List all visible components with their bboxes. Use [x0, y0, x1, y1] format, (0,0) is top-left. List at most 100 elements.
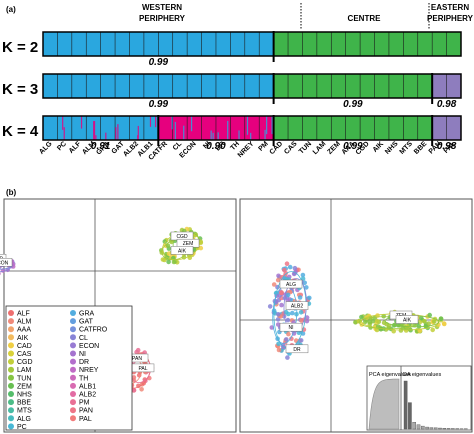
cluster-label-box — [170, 246, 194, 255]
membership-value: 0.99 — [343, 141, 363, 152]
admixture-streak — [137, 135, 139, 140]
structure-bars: 0.99 0.99 0.99 0.98 0.91 0.90 0.99 0.98 — [42, 31, 462, 152]
legend-swatch — [8, 350, 14, 357]
population-label: CAS — [283, 140, 299, 156]
population-label: PC — [56, 140, 68, 152]
legend-swatch — [8, 334, 14, 341]
admixture-streak — [250, 132, 252, 140]
structure-block — [273, 116, 433, 140]
legend-swatch — [8, 407, 14, 414]
da-eigenvalue-bars — [403, 380, 468, 430]
scatter-point — [284, 261, 290, 267]
scatter-point — [359, 314, 364, 320]
legend-entry: GRA — [79, 311, 95, 318]
scatter-point — [285, 355, 290, 360]
legend-swatch — [8, 310, 14, 316]
k-label-2: K = 2 — [2, 39, 38, 56]
legend-entry: NI — [79, 351, 86, 358]
legend-entry: ECON — [79, 343, 99, 350]
legend-entry: MTS — [17, 408, 32, 415]
legend-swatch — [70, 334, 76, 341]
population-label: ALB2 — [122, 140, 140, 158]
legend-swatch — [8, 326, 14, 333]
scatter-point — [300, 272, 306, 278]
cluster-label: ALG — [286, 282, 296, 288]
population-label: ALF — [68, 140, 83, 155]
admixture-streak — [93, 121, 96, 140]
scatter-point — [275, 317, 281, 322]
admixture-streak — [63, 127, 65, 140]
legend-entry: ALM — [17, 319, 32, 326]
scatter-point — [275, 277, 281, 283]
scatter-point — [276, 347, 282, 353]
scatter-point — [139, 387, 144, 392]
legend-swatch — [70, 399, 76, 406]
scatter-point — [370, 318, 376, 324]
k-label-3: K = 3 — [2, 81, 38, 98]
scatter-point — [297, 295, 303, 300]
population-label: NHS — [384, 140, 400, 156]
admixture-streak — [80, 116, 83, 129]
scatter-point — [136, 383, 141, 389]
admixture-streak — [115, 127, 117, 140]
cluster-label: ZEM — [183, 241, 194, 247]
legend-swatch — [8, 399, 14, 406]
admixture-streak — [105, 132, 107, 140]
legend-swatch — [8, 374, 14, 381]
admixture-streak — [137, 125, 139, 140]
da-eigenvalues-label: DA eigenvalues — [403, 372, 441, 378]
scatter-point — [0, 271, 1, 276]
admixture-streak — [183, 125, 185, 140]
structure-block — [273, 74, 433, 98]
scatter-point — [292, 265, 298, 271]
admixture-streak — [62, 116, 64, 130]
da-bar — [438, 427, 442, 430]
legend-entry: PAL — [79, 416, 92, 423]
region-centre-label: CENTRE — [348, 14, 382, 23]
cluster-label: AIK — [403, 318, 412, 324]
admixture-streak — [95, 135, 97, 140]
scatter-point — [131, 375, 137, 380]
scatter-point — [134, 349, 139, 355]
population-label: ALG — [38, 140, 54, 156]
cluster-label: PAN — [132, 356, 142, 362]
admixture-streak — [190, 116, 193, 132]
legend-entry: ALG — [17, 416, 31, 423]
legend-swatch — [8, 415, 14, 422]
legend-entry: LAM — [17, 367, 32, 374]
structure-row-frame — [42, 115, 462, 141]
scatter-point — [356, 319, 362, 324]
scatter-point — [286, 331, 291, 337]
region-eastern-line1: EASTERN — [431, 3, 469, 12]
cluster-label-box — [0, 258, 13, 267]
da-bar — [429, 427, 434, 430]
legend-swatch — [8, 382, 14, 389]
legend-entry: GAT — [79, 319, 94, 326]
membership-value: 0.99 — [149, 99, 169, 110]
scatter-point — [298, 338, 304, 343]
legend-swatch — [70, 391, 76, 397]
legend-swatch — [70, 382, 76, 389]
legend-swatch — [8, 391, 14, 397]
scatter-point — [275, 322, 281, 327]
legend-swatch — [70, 318, 76, 325]
da-bar — [403, 380, 408, 430]
scatter-point — [287, 264, 293, 270]
membership-value: 0.90 — [206, 141, 226, 152]
scatter-point — [438, 316, 444, 322]
legend-swatch — [70, 326, 76, 333]
pca-eigenvalues-label: PCA eigenvalues — [369, 372, 411, 378]
legend-entry: ALB2 — [79, 392, 96, 399]
admixture-streak — [117, 124, 119, 140]
cluster-label: PAL — [138, 366, 147, 372]
scatter-point — [430, 327, 436, 333]
scatter-point — [381, 313, 387, 319]
membership-value: 0.91 — [91, 141, 111, 152]
cluster-label: CGD — [176, 234, 188, 240]
legend-entry: CAD — [17, 343, 32, 350]
scatter-point — [131, 388, 137, 393]
admixture-streak — [246, 116, 249, 135]
legend-swatch — [70, 358, 76, 365]
legend-swatch — [70, 374, 76, 381]
legend-entry: CL — [79, 335, 88, 342]
